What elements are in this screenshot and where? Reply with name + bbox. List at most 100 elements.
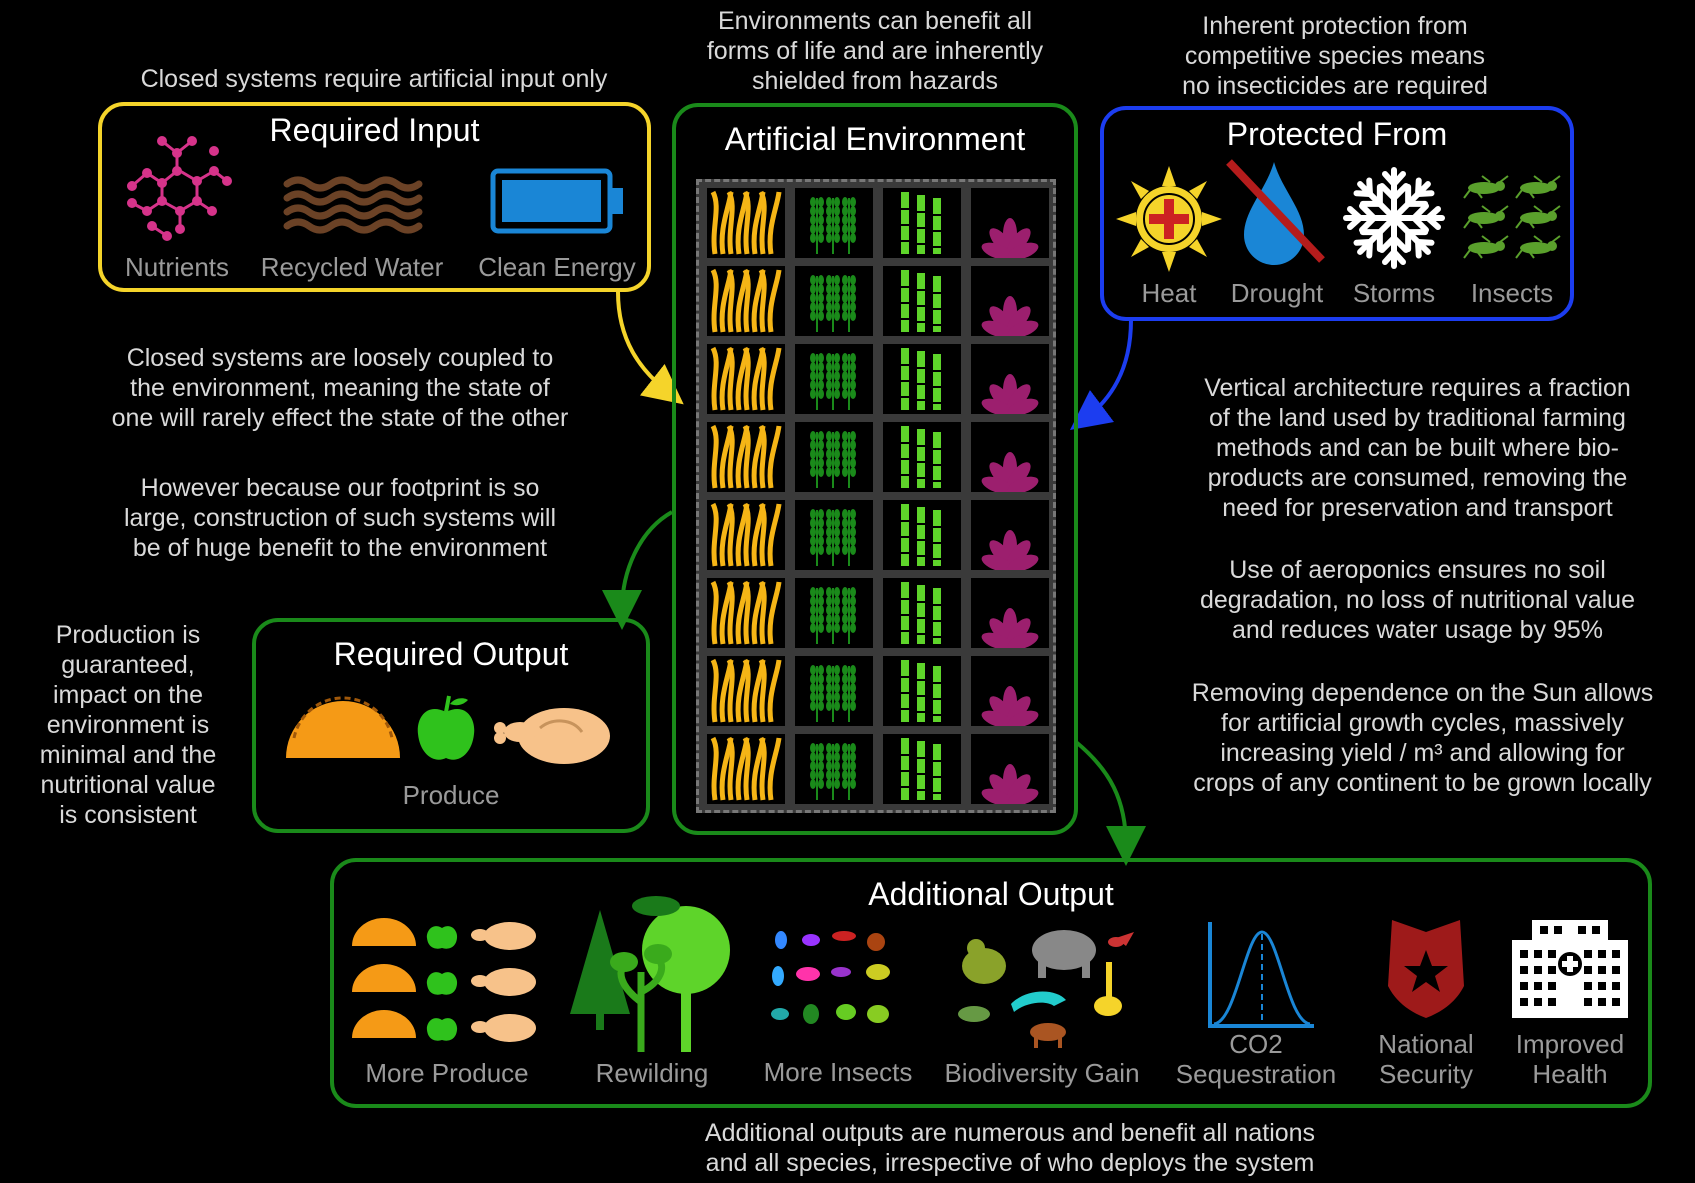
chicken-icon (494, 708, 610, 764)
crop-cell (707, 656, 785, 726)
wheat-plant-icon (810, 353, 856, 410)
required-input-title: Required Input (269, 112, 480, 148)
note-loosely-coupled: Closed systems are loosely coupled to the… (111, 344, 569, 432)
additional-label-co2-sequestration: CO2 Sequestration (1175, 1029, 1337, 1089)
input-label-nutrients: Nutrients (124, 252, 230, 282)
protect-label-drought: Drought (1230, 278, 1324, 308)
protect-label-heat: Heat (1141, 278, 1197, 308)
bamboo-icon (900, 270, 942, 332)
wheat-plant-icon (810, 587, 856, 644)
additional-label-more-insects: More Insects (763, 1057, 913, 1087)
note-env-benefit: Environments can benefit all forms of lif… (706, 7, 1044, 95)
crop-grid (696, 179, 1056, 813)
note-footprint: However because our footprint is so large… (123, 474, 557, 562)
required-output-box: Required Output Produce (252, 618, 650, 833)
crop-cell (883, 578, 961, 648)
crop-cell (795, 734, 873, 804)
crop-cell (707, 500, 785, 570)
crop-cell (707, 578, 785, 648)
crop-cell (795, 344, 873, 414)
additional-output-title: Additional Output (868, 876, 1114, 912)
lotus-icon (981, 374, 1039, 416)
crop-cell (707, 266, 785, 336)
lotus-icon (981, 686, 1039, 728)
crop-cell (707, 344, 785, 414)
additional-output-box: Additional Output (330, 858, 1652, 1108)
crop-cell (795, 266, 873, 336)
wheat-plant-icon (810, 665, 856, 722)
crop-cell (795, 188, 873, 258)
protected-from-title: Protected From (1226, 116, 1448, 152)
protected-from-box: Protected From Heat Drought Storms Insec… (1100, 106, 1574, 321)
note-aeroponics: Use of aeroponics ensures no soil degrada… (1199, 556, 1635, 644)
drought-drop-icon (1226, 159, 1325, 265)
lotus-icon (981, 452, 1039, 494)
crop-cell (795, 656, 873, 726)
trees-icon (570, 896, 730, 1052)
hospital-icon (1512, 920, 1628, 1018)
required-output-label-produce: Produce (402, 780, 500, 810)
wheat-straw-icon (710, 736, 782, 801)
crop-cell (795, 500, 873, 570)
bamboo-icon (900, 582, 942, 644)
artificial-environment-box: Artificial Environment (672, 103, 1078, 835)
input-label-recycled-water: Recycled Water (260, 252, 444, 282)
bell-curve-icon (1208, 922, 1314, 1028)
crop-cell (883, 266, 961, 336)
bamboo-icon (900, 660, 942, 722)
crop-cell (883, 500, 961, 570)
env-to-required-output-arrow (602, 510, 673, 630)
wheat-straw-icon (710, 580, 782, 645)
bamboo-icon (900, 192, 942, 254)
crop-cell (795, 578, 873, 648)
crop-cell (971, 578, 1049, 650)
produce-grid-icon (352, 918, 536, 1042)
crop-cell (795, 422, 873, 492)
bamboo-icon (900, 426, 942, 488)
lotus-icon (981, 530, 1039, 572)
wheat-plant-icon (810, 431, 856, 488)
note-production: Production is guaranteed, impact on the en… (39, 621, 217, 829)
crop-cell (971, 500, 1049, 572)
note-protection: Inherent protection from competitive spec… (1182, 12, 1488, 100)
crop-cell (883, 344, 961, 414)
additional-label-national-security: National Security (1378, 1029, 1474, 1089)
note-sun: Removing dependence on the Sun allows for… (1191, 679, 1654, 797)
env-to-additional-output-arrow (1074, 740, 1146, 866)
additional-label-biodiversity-gain: Biodiversity Gain (944, 1058, 1140, 1088)
wheat-straw-icon (710, 424, 782, 489)
crop-cell (707, 734, 785, 804)
bamboo-icon (900, 738, 942, 800)
crop-cell (971, 344, 1049, 416)
crop-cell (883, 422, 961, 492)
crop-cell (971, 734, 1049, 806)
crop-cell (883, 656, 961, 726)
bamboo-icon (900, 348, 942, 410)
note-additional: Additional outputs are numerous and bene… (704, 1119, 1316, 1177)
crop-cell (707, 422, 785, 492)
crop-cell (971, 656, 1049, 728)
note-closed-input: Closed systems require artificial input … (140, 65, 608, 93)
additional-label-rewilding: Rewilding (595, 1058, 709, 1088)
input-to-env-arrow (616, 291, 684, 405)
crop-cell (971, 188, 1049, 260)
bamboo-icon (900, 504, 942, 566)
wheat-straw-icon (710, 190, 782, 255)
animals-icon (958, 930, 1134, 1048)
water-waves-icon (283, 176, 423, 234)
input-label-clean-energy: Clean Energy (478, 252, 636, 282)
crop-cell (883, 188, 961, 258)
protect-to-env-arrow (1070, 319, 1133, 431)
grasshopper-icon (1463, 175, 1561, 259)
police-badge-icon (1388, 920, 1464, 1018)
lotus-icon (981, 218, 1039, 260)
wheat-plant-icon (810, 275, 856, 332)
insects-icon (771, 931, 890, 1024)
battery-icon (490, 168, 623, 234)
sun-heat-icon (1116, 166, 1222, 272)
required-output-title: Required Output (333, 636, 569, 672)
wheat-straw-icon (710, 502, 782, 567)
lotus-icon (981, 764, 1039, 806)
crop-cell (971, 266, 1049, 338)
